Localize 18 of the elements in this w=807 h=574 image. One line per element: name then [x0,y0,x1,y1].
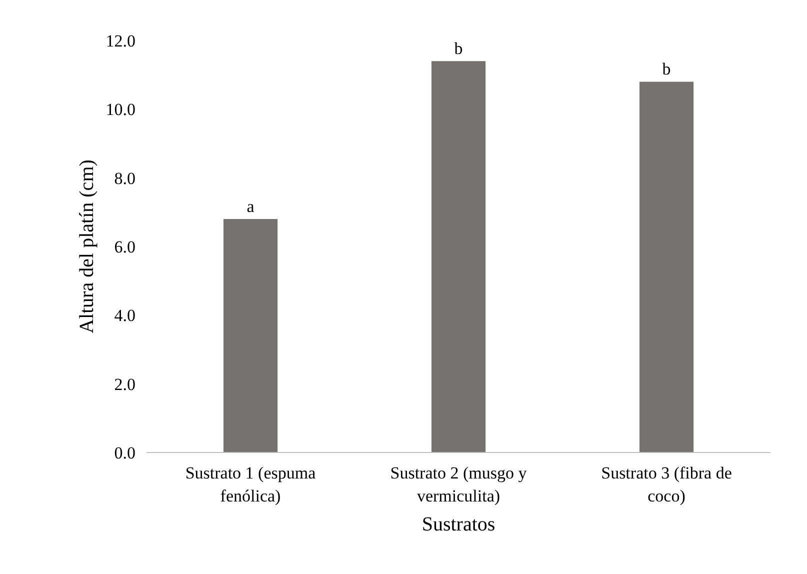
y-tick-label: 6.0 [114,238,136,256]
y-tick-label: 10.0 [106,100,136,120]
x-tick-label: Sustrato 2 (musgo y vermiculita) [390,464,528,506]
annotation: b [454,39,463,58]
x-tick-label: Sustrato 3 (fibra de coco) [601,464,732,506]
y-axis-title: Altura del platín (cm) [76,160,98,334]
y-tick-label: 2.0 [114,374,136,394]
annotation: b [662,60,671,79]
bar [431,61,486,452]
annotation: a [246,197,255,216]
y-tick-label: 12.0 [106,32,136,50]
y-tick-label: 8.0 [114,168,136,188]
bar [639,82,694,452]
x-tick-label: Sustrato 1 (espuma fenólica) [185,464,316,506]
bar [223,219,278,452]
y-tick-label: 4.0 [114,306,136,326]
x-axis-title: Sustratos [422,513,496,536]
y-tick-label: 0.0 [114,444,136,462]
